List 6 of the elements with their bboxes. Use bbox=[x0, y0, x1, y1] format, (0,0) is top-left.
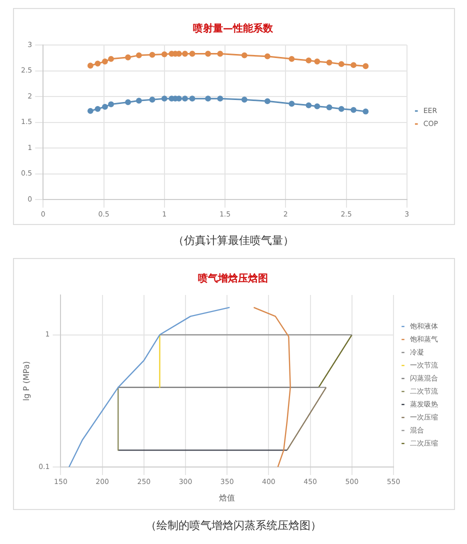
chart-title: 喷气增焓压焓图 bbox=[198, 272, 268, 285]
text: （绘制的喷气增焓闪蒸系统压焓图） bbox=[144, 518, 322, 533]
chart-title: 喷射量—性能系数 bbox=[192, 22, 274, 35]
text: （仿真计算最佳喷气量） bbox=[172, 233, 295, 248]
y-axis-title: lg P (MPa) bbox=[21, 361, 30, 401]
x-axis-title: 焓值 bbox=[218, 493, 235, 502]
